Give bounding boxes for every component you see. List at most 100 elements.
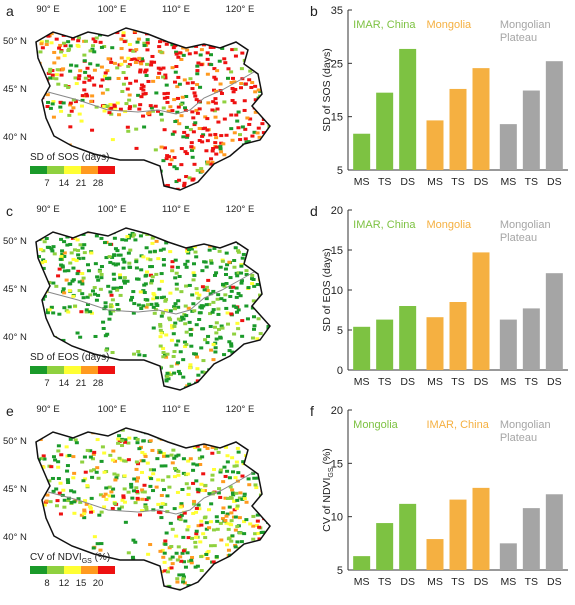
map-cell	[210, 473, 215, 477]
map-cell	[168, 191, 172, 194]
map-cell	[195, 367, 200, 371]
map-cell	[201, 359, 206, 363]
map-cell	[230, 367, 235, 371]
map-cell	[221, 591, 225, 594]
lon-label: 110° E	[162, 404, 190, 415]
map-cell	[235, 321, 240, 325]
map-cell	[90, 289, 95, 293]
map-cell	[80, 282, 85, 286]
map-cell	[261, 496, 266, 500]
map-cell	[109, 106, 114, 110]
map-cell	[197, 139, 202, 143]
map-cell	[51, 245, 56, 249]
map-cell	[128, 248, 133, 252]
map-cell	[204, 303, 209, 307]
map-cell	[144, 74, 149, 78]
map-cell	[235, 352, 240, 356]
map-cell	[258, 158, 263, 162]
map-cell	[251, 390, 255, 393]
map-cell	[197, 317, 202, 321]
map-cell	[108, 102, 113, 106]
map-cell	[142, 483, 147, 487]
bar	[399, 503, 417, 570]
map-cell	[89, 510, 94, 514]
map-cell	[227, 178, 232, 182]
map-cell	[123, 440, 128, 444]
map-cell	[238, 294, 243, 298]
map-cell	[181, 457, 186, 461]
map-cell	[219, 362, 224, 366]
map-cell	[98, 493, 103, 497]
map-cell	[207, 302, 212, 306]
map-cell	[239, 67, 244, 71]
map-cell	[193, 565, 198, 569]
map-cell	[173, 433, 178, 437]
map-cell	[69, 63, 74, 67]
map-cell	[193, 445, 198, 449]
map-cell	[223, 267, 228, 271]
map-cell	[157, 71, 162, 75]
map-cell	[130, 295, 135, 299]
map-cell	[85, 484, 90, 488]
map-cell	[99, 84, 104, 88]
map-cell	[183, 519, 188, 523]
map-cell	[172, 156, 177, 160]
map-cell	[194, 535, 199, 539]
map-cell	[91, 452, 96, 456]
map-cell	[197, 293, 202, 297]
map-cell	[66, 496, 71, 500]
map-cell	[152, 468, 157, 472]
map-cell	[142, 490, 147, 494]
map-cell	[117, 569, 122, 573]
map-cell	[242, 520, 247, 524]
map-cell	[254, 168, 259, 172]
map-cell	[198, 85, 203, 89]
map-cell	[219, 297, 224, 301]
map-cell	[196, 503, 201, 507]
map-cell	[256, 476, 261, 480]
map-cell	[211, 234, 216, 238]
map-cell	[202, 288, 207, 292]
map-cell	[249, 443, 254, 447]
map-cell	[257, 148, 262, 152]
x-tick-label: DS	[400, 176, 415, 188]
map-cell	[83, 470, 88, 474]
map-cell	[108, 309, 113, 313]
map-cell	[199, 584, 204, 588]
map-cell	[85, 302, 90, 306]
map-cell	[66, 310, 71, 314]
map-cell	[71, 98, 76, 102]
map-cell	[194, 435, 199, 439]
map-cell	[189, 439, 194, 443]
map-cell	[161, 295, 166, 299]
panel-letter: b	[310, 3, 318, 19]
map-cell	[177, 274, 182, 278]
map-cell	[266, 346, 270, 350]
map-cell	[208, 324, 213, 328]
map-cell	[226, 527, 231, 531]
map-cell	[254, 229, 259, 233]
map-cell	[170, 43, 175, 47]
map-cell	[141, 114, 146, 118]
map-cell	[219, 150, 224, 154]
map-cell	[185, 384, 190, 388]
map-cell	[260, 122, 265, 126]
map-cell	[246, 385, 251, 389]
map-cell	[154, 91, 159, 95]
map-cell	[43, 335, 48, 339]
map-cell	[227, 568, 232, 572]
map-cell	[172, 429, 177, 433]
map-cell	[183, 322, 188, 326]
map-cell	[242, 440, 247, 444]
map-cell	[252, 257, 257, 261]
map-cell	[143, 504, 148, 508]
map-cell	[133, 501, 138, 505]
map-cell	[181, 535, 186, 539]
bar	[545, 494, 563, 570]
map-cell	[135, 40, 140, 44]
map-cell	[227, 505, 232, 509]
map-cell	[232, 464, 237, 468]
map-cell	[259, 72, 264, 76]
map-cell	[204, 35, 209, 39]
map-cell	[133, 238, 138, 242]
